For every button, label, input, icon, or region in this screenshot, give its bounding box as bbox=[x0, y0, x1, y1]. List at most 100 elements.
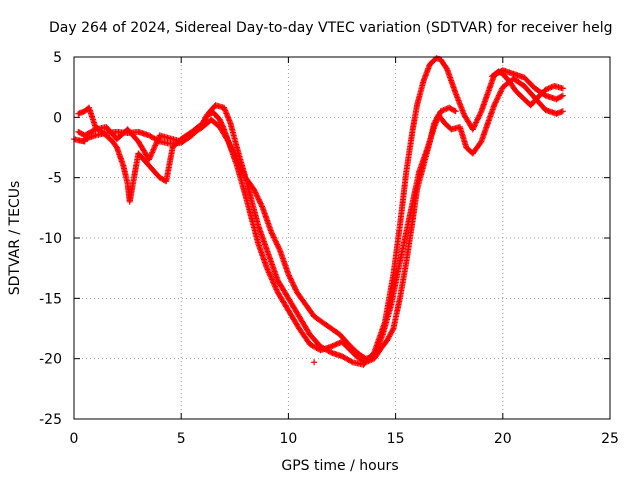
data-point bbox=[269, 231, 276, 238]
data-point bbox=[497, 89, 504, 96]
data-point bbox=[229, 148, 236, 155]
data-point bbox=[251, 186, 258, 193]
data-point bbox=[493, 98, 500, 105]
data-point bbox=[256, 197, 263, 204]
chart-title: Day 264 of 2024, Sidereal Day-to-day VTE… bbox=[49, 20, 612, 36]
data-point bbox=[255, 195, 262, 202]
x-tick-label: 0 bbox=[70, 431, 79, 447]
data-point bbox=[253, 192, 260, 199]
data-point bbox=[238, 166, 245, 173]
x-tick-label: 10 bbox=[279, 431, 297, 447]
data-point bbox=[253, 190, 260, 197]
data-point bbox=[332, 341, 339, 348]
data-point bbox=[491, 102, 498, 109]
x-axis-label: GPS time / hours bbox=[281, 458, 398, 474]
data-point bbox=[251, 188, 258, 195]
plot-frame bbox=[73, 56, 611, 420]
data-points bbox=[71, 55, 566, 368]
data-point bbox=[494, 95, 501, 102]
data-point bbox=[497, 88, 504, 95]
data-point bbox=[273, 240, 280, 247]
data-point bbox=[492, 99, 499, 106]
data-point bbox=[236, 162, 243, 169]
data-point bbox=[230, 149, 237, 156]
data-point bbox=[91, 127, 98, 134]
y-tick-label: -5 bbox=[48, 171, 62, 187]
data-point bbox=[235, 159, 242, 166]
y-tick-label: 0 bbox=[53, 110, 62, 126]
data-point bbox=[290, 282, 297, 289]
data-point bbox=[270, 234, 277, 241]
data-point bbox=[288, 276, 295, 283]
data-point bbox=[475, 115, 482, 122]
data-point bbox=[329, 342, 336, 349]
data-point bbox=[292, 286, 299, 293]
x-tick-label: 5 bbox=[177, 431, 186, 447]
data-point bbox=[271, 235, 278, 242]
data-point bbox=[311, 359, 318, 366]
data-point bbox=[477, 111, 484, 118]
data-point bbox=[240, 170, 247, 177]
data-point bbox=[471, 122, 478, 129]
y-tick-label: -20 bbox=[39, 352, 62, 368]
data-point bbox=[225, 138, 232, 145]
data-point bbox=[475, 113, 482, 120]
data-point bbox=[270, 233, 277, 240]
data-point bbox=[286, 273, 293, 280]
x-tick-label: 15 bbox=[387, 431, 405, 447]
data-point bbox=[286, 272, 293, 279]
data-point bbox=[257, 199, 264, 206]
data-point bbox=[274, 241, 281, 248]
data-point bbox=[216, 116, 223, 123]
data-point bbox=[272, 238, 279, 245]
data-point bbox=[472, 120, 479, 127]
data-point bbox=[232, 153, 239, 160]
y-tick-label: -25 bbox=[39, 412, 62, 428]
data-point bbox=[275, 244, 282, 251]
data-point bbox=[328, 343, 335, 350]
data-point bbox=[226, 141, 233, 148]
data-point bbox=[239, 169, 246, 176]
data-point bbox=[239, 167, 246, 174]
data-point bbox=[252, 189, 259, 196]
data-point bbox=[229, 146, 236, 153]
data-point bbox=[495, 93, 502, 100]
data-point bbox=[268, 230, 275, 237]
data-point bbox=[476, 112, 483, 119]
data-point bbox=[334, 340, 341, 347]
data-point bbox=[254, 193, 261, 200]
data-point bbox=[471, 123, 478, 130]
data-point bbox=[291, 285, 298, 292]
y-tick-label: 5 bbox=[53, 50, 62, 66]
data-point bbox=[333, 341, 340, 348]
data-point bbox=[470, 125, 477, 132]
data-point bbox=[235, 160, 242, 167]
data-point bbox=[558, 93, 565, 100]
data-point bbox=[258, 202, 265, 209]
data-point bbox=[452, 108, 459, 115]
data-point bbox=[389, 326, 396, 333]
data-point bbox=[217, 118, 224, 125]
data-point bbox=[233, 155, 240, 162]
data-point bbox=[559, 92, 566, 99]
data-point bbox=[228, 145, 235, 152]
data-point bbox=[228, 144, 235, 151]
data-point bbox=[477, 109, 484, 116]
data-point bbox=[272, 237, 279, 244]
data-point bbox=[287, 275, 294, 282]
data-point bbox=[290, 280, 297, 287]
series-late-branch bbox=[489, 68, 566, 109]
data-point bbox=[473, 119, 480, 126]
data-point bbox=[274, 242, 281, 249]
data-point bbox=[491, 100, 498, 107]
data-point bbox=[237, 163, 244, 170]
data-point bbox=[231, 152, 238, 159]
data-point bbox=[241, 171, 248, 178]
data-point bbox=[255, 196, 262, 203]
x-tick-label: 25 bbox=[601, 431, 619, 447]
data-point bbox=[234, 157, 241, 164]
series-mid-trace bbox=[75, 104, 459, 362]
data-point bbox=[559, 108, 566, 115]
